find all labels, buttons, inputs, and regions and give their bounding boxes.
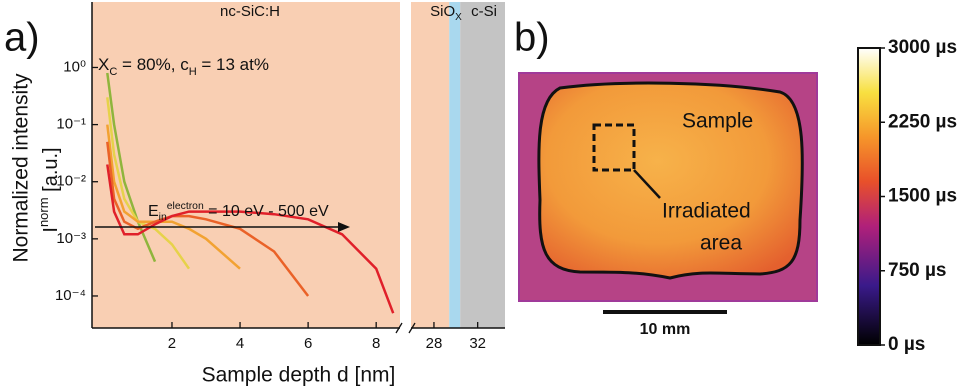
region-name: SiO <box>430 3 455 20</box>
text-part: electron <box>167 201 204 212</box>
x-tick-label: 4 <box>236 335 244 352</box>
region-label: nc-SiC:H <box>220 3 280 20</box>
x-tick-label: 6 <box>304 335 312 352</box>
region-label: c-Si <box>471 3 497 20</box>
axis-break <box>400 2 411 332</box>
region-name: c-Si <box>471 3 497 20</box>
colorbar-label: 2250 µs <box>888 111 957 132</box>
text-part: E <box>148 203 159 220</box>
text-part: = 80%, <box>117 55 180 74</box>
rich-text: Inorm [a.u.] <box>36 147 62 232</box>
region <box>411 2 449 328</box>
x-axis-label: Sample depth d [nm] <box>202 364 396 387</box>
text-part: C <box>109 66 117 78</box>
text-part: [a.u.] <box>40 147 62 197</box>
colorbar-label: 1500 µs <box>888 186 957 207</box>
region-name: nc-SiC:H <box>220 3 280 20</box>
region <box>460 2 505 328</box>
panel-label: a) <box>4 16 40 60</box>
text-part: = 10 eV - 500 eV <box>204 203 329 220</box>
x-tick-label: 32 <box>469 335 486 352</box>
x-tick-label: 2 <box>168 335 176 352</box>
colorbar-label: 3000 µs <box>888 37 957 58</box>
text-part: = 13 at% <box>197 55 269 74</box>
region <box>449 2 460 328</box>
map-label: Irradiated <box>662 200 751 223</box>
panel-label: b) <box>514 16 550 60</box>
text-part: in <box>159 212 167 223</box>
figure: nc-SiC:HSiOXc-Si10⁻⁴10⁻³10⁻²10⁻¹10⁰24682… <box>0 0 970 390</box>
y-tick-label: 10⁻⁴ <box>55 287 86 304</box>
x-tick-label: 28 <box>426 335 443 352</box>
map-label: Sample <box>682 110 753 133</box>
region-sub: X <box>455 12 462 23</box>
scale-bar-label: 10 mm <box>640 321 691 338</box>
y-tick-label: 10⁻¹ <box>56 116 86 133</box>
region <box>92 2 400 328</box>
text-part: H <box>189 66 197 78</box>
text-part: norm <box>36 197 51 227</box>
y-axis-label: Normalized intensity <box>10 73 33 263</box>
colorbar-label: 0 µs <box>888 334 925 355</box>
y-tick-label: 10⁰ <box>63 58 86 75</box>
lifetime-map <box>518 48 880 345</box>
text-part: X <box>98 55 109 74</box>
x-tick-label: 8 <box>372 335 380 352</box>
map-label: area <box>700 232 742 255</box>
colorbar-label: 750 µs <box>888 260 947 281</box>
